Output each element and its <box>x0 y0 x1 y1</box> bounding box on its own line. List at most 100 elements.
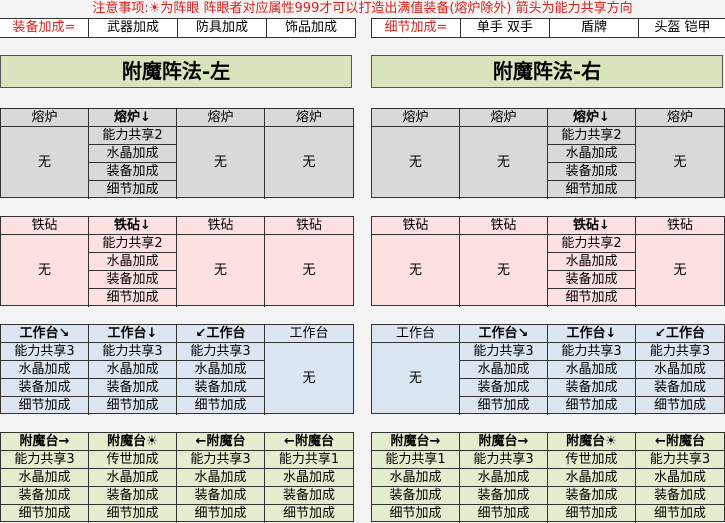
bonus-cell: 能力共享3 <box>177 451 265 469</box>
column-header: 工作台↘ <box>460 325 548 343</box>
bonus-cell: 水晶加成 <box>372 469 460 487</box>
bonus-cell: 水晶加成 <box>89 469 177 487</box>
bonus-cell: 能力共享1 <box>265 451 353 469</box>
bonus-cell: 细节加成 <box>548 505 636 523</box>
bonus-cell: 细节加成 <box>1 397 89 415</box>
bonus-cell: 细节加成 <box>89 505 177 523</box>
helmet-armor: 头盔 铠甲 <box>638 19 725 37</box>
bonus-cell: 装备加成 <box>460 487 548 505</box>
empty-cell: 无 <box>372 127 460 199</box>
bonus-cell: 水晶加成 <box>460 361 548 379</box>
bonus-cell: 细节加成 <box>177 397 265 415</box>
bonus-cell: 水晶加成 <box>636 469 724 487</box>
notice-banner: 注意事项:☀为阵眼 阵眼者对应属性999才可以打造出满值装备(熔炉除外) 箭头为… <box>92 1 633 16</box>
empty-cell: 无 <box>1 235 89 307</box>
workbench-table-left: 工作台↘ 能力共享3 水晶加成 装备加成 细节加成 工作台↓ 能力共享3 水晶加成 装备加成 细节… <box>0 324 354 415</box>
empty-cell: 无 <box>1 127 89 199</box>
bonus-cell: 装备加成 <box>548 163 636 181</box>
column-header: 铁砧↓ <box>89 217 177 235</box>
bonus-cell: 装备加成 <box>177 487 265 505</box>
bonus-cell: 装备加成 <box>89 163 177 181</box>
bonus-cell: 装备加成 <box>636 487 724 505</box>
column-header: 熔炉 <box>372 109 460 127</box>
bonus-cell: 装备加成 <box>548 487 636 505</box>
column-header: 附魔台→ <box>1 433 89 451</box>
column-header: 附魔台☀ <box>548 433 636 451</box>
bonus-cell: 装备加成 <box>548 271 636 289</box>
shield: 盾牌 <box>549 19 638 37</box>
empty-cell: 无 <box>460 235 548 307</box>
bonus-cell: 能力共享2 <box>89 235 177 253</box>
bonus-cell: 细节加成 <box>1 505 89 523</box>
bonus-cell: 水晶加成 <box>1 469 89 487</box>
column-header: 铁砧 <box>1 217 89 235</box>
bonus-cell: 装备加成 <box>460 379 548 397</box>
bonus-cell: 装备加成 <box>89 487 177 505</box>
column-header: 熔炉↓ <box>89 109 177 127</box>
empty-cell: 无 <box>673 155 687 170</box>
bonus-cell: 水晶加成 <box>177 469 265 487</box>
bonus-cell: 能力共享3 <box>636 451 724 469</box>
empty-cell: 无 <box>302 371 316 386</box>
bonus-cell: 装备加成 <box>177 379 265 397</box>
accessory-bonus: 饰品加成 <box>266 19 356 37</box>
bonus-cell: 细节加成 <box>548 289 636 307</box>
column-header: ↙工作台 <box>636 325 724 343</box>
bonus-cell: 装备加成 <box>1 487 89 505</box>
equipment-bonus-label: 装备加成= <box>12 20 76 35</box>
bonus-cell: 装备加成 <box>636 379 724 397</box>
bonus-cell: 细节加成 <box>89 289 177 307</box>
bonus-cell: 细节加成 <box>460 505 548 523</box>
bonus-cell: 细节加成 <box>282 506 335 521</box>
empty-cell: 无 <box>302 263 316 278</box>
column-header: 附魔台→ <box>460 433 548 451</box>
column-header: 铁砧 <box>460 217 548 235</box>
column-header: ←附魔台 <box>636 433 724 451</box>
bonus-cell: 传世加成 <box>89 451 177 469</box>
bonus-cell: 细节加成 <box>89 397 177 415</box>
bonus-cell: 能力共享1 <box>372 451 460 469</box>
bonus-cell: 水晶加成 <box>548 469 636 487</box>
column-header: 熔炉 <box>177 109 265 127</box>
bonus-cell: 能力共享3 <box>460 451 548 469</box>
enchant-table-right: 附魔台→ 能力共享1 水晶加成 装备加成 细节加成 附魔台→ 能力共享3 水晶加成 装备加成 细节… <box>371 432 725 523</box>
bonus-cell: 能力共享3 <box>177 343 265 361</box>
column-header: 熔炉 <box>636 109 724 127</box>
bonus-cell: 能力共享2 <box>548 235 636 253</box>
detail-bonus-label: 细节加成= <box>371 19 460 37</box>
bonus-cell: 能力共享3 <box>548 343 636 361</box>
column-header: 熔炉 <box>1 109 89 127</box>
bonus-cell: 装备加成 <box>1 379 89 397</box>
column-header: 熔炉 <box>460 109 548 127</box>
one-two-hand: 单手 双手 <box>460 19 549 37</box>
column-header: ↙工作台 <box>177 325 265 343</box>
bonus-cell: 能力共享3 <box>460 343 548 361</box>
bonus-cell: 装备加成 <box>89 271 177 289</box>
anvil-table-left: 铁砧无铁砧↓ 能力共享2 水晶加成 装备加成 细节加成 铁砧无铁砧无 <box>0 216 354 307</box>
bonus-cell: 细节加成 <box>372 505 460 523</box>
bonus-cell: 水晶加成 <box>89 361 177 379</box>
bonus-cell: 水晶加成 <box>177 361 265 379</box>
column-header: ←附魔台 <box>177 433 265 451</box>
bonus-cell: 细节加成 <box>89 181 177 199</box>
bonus-cell: 水晶加成 <box>548 361 636 379</box>
bonus-cell: 装备加成 <box>89 379 177 397</box>
bonus-cell: 能力共享2 <box>548 127 636 145</box>
bonus-cell: 水晶加成 <box>265 469 353 487</box>
bonus-cell: 细节加成 <box>548 397 636 415</box>
furnace-table-left: 熔炉无熔炉↓ 能力共享2 水晶加成 装备加成 细节加成 熔炉无熔炉无 <box>0 108 354 199</box>
empty-cell: 无 <box>177 127 265 199</box>
bonus-cell: 传世加成 <box>548 451 636 469</box>
bonus-cell: 装备加成 <box>265 487 353 505</box>
column-header: 工作台↓ <box>89 325 177 343</box>
column-header: 工作台↓ <box>548 325 636 343</box>
title-right: 附魔阵法-右 <box>371 55 723 88</box>
bonus-cell: 细节加成 <box>177 505 265 523</box>
bonus-cell: 能力共享3 <box>89 343 177 361</box>
equipment-bonus-header: 装备加成= 武器加成 防具加成 饰品加成 <box>0 18 356 38</box>
weapon-bonus: 武器加成 <box>88 19 177 37</box>
bonus-cell: 水晶加成 <box>89 145 177 163</box>
column-header: 熔炉 <box>265 109 353 127</box>
armor-bonus: 防具加成 <box>177 19 266 37</box>
bonus-cell: 能力共享3 <box>1 451 89 469</box>
